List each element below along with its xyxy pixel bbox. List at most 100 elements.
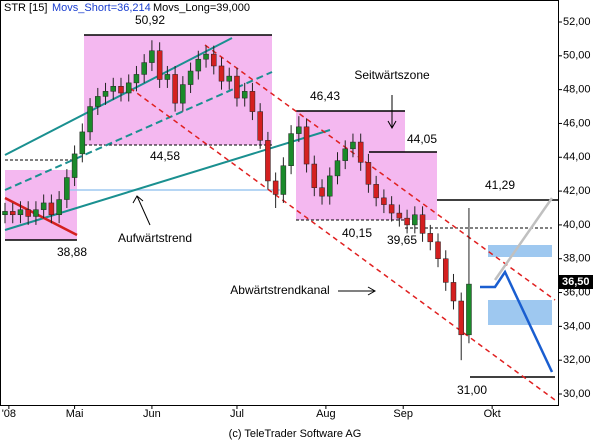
x-tick-label: Okt: [484, 408, 501, 420]
last-price-box: [559, 275, 593, 289]
candle-body: [442, 258, 449, 283]
y-tick-label: 44,00: [563, 151, 591, 163]
y-tick-label: 46,00: [563, 117, 591, 129]
candle-body: [195, 58, 202, 72]
y-tick-label: 36,00: [563, 286, 591, 298]
candle-body: [249, 91, 256, 112]
candle-body: [149, 50, 155, 63]
header-symbol: STR [15]: [4, 2, 47, 14]
candle-body: [280, 165, 287, 195]
candle-body: [125, 82, 132, 94]
candle-body: [211, 53, 217, 67]
candle-body: [87, 106, 93, 133]
forecast-down: [480, 269, 554, 373]
y-tick-label: 40,00: [563, 219, 591, 231]
candle-body: [412, 214, 418, 226]
candle-body: [2, 211, 8, 216]
candle-body: [272, 180, 279, 195]
candle-body: [296, 126, 302, 134]
annotation: Seitwärtszone: [354, 68, 430, 82]
candle-body: [56, 199, 62, 216]
y-tick-label: 30,00: [563, 388, 591, 400]
x-tick-label: Jun: [143, 408, 161, 420]
arrows: [132, 95, 397, 296]
annotation: Abwärtstrendkanal: [230, 283, 329, 297]
candle-body: [164, 74, 171, 80]
candle-body: [334, 160, 341, 177]
dashed-levels: [5, 144, 552, 229]
candle-body: [342, 148, 348, 161]
x-tick-label: Sep: [393, 408, 413, 420]
candle-body: [40, 202, 47, 210]
candle-body: [180, 84, 186, 104]
last-price: 36,50: [562, 276, 590, 288]
candle-body: [218, 65, 225, 82]
candle-body: [357, 141, 364, 163]
candle-body: [288, 133, 294, 166]
candle-body: [156, 50, 163, 80]
candle-body: [427, 233, 434, 243]
level-lines: [5, 34, 558, 378]
x-tick-label: Aug: [316, 408, 336, 420]
candle-body: [48, 202, 55, 216]
annotation: Aufwärtstrend: [118, 231, 192, 245]
candle-body: [64, 177, 70, 200]
footer: (c) TeleTrader Software AG: [229, 428, 362, 440]
candle-body: [33, 209, 39, 217]
header-short: Movs_Short=36,214: [52, 2, 151, 14]
candle-body: [203, 53, 209, 60]
header-long: Movs_Long=39,000: [153, 2, 250, 14]
annotation: 46,43: [310, 89, 340, 103]
candle-body: [265, 140, 271, 182]
candle-body: [79, 131, 86, 155]
candle-body: [172, 74, 178, 104]
candle-body: [396, 212, 403, 219]
y-tick-label: 42,00: [563, 185, 591, 197]
candle-body: [350, 141, 356, 150]
downtrend-channel: [129, 44, 556, 401]
candle-body: [381, 197, 387, 205]
candle-body: [141, 62, 147, 75]
candle-body: [95, 96, 101, 107]
candle-body: [365, 162, 372, 185]
candle-body: [327, 175, 333, 197]
candle-body: [241, 91, 248, 99]
candle-body: [17, 209, 24, 216]
annotation: 50,92: [135, 13, 165, 27]
annotation: 38,88: [57, 245, 87, 259]
y-tick-label: 52,00: [563, 16, 591, 28]
candle-body: [373, 184, 379, 199]
candle-body: [226, 75, 232, 82]
annotation: 39,65: [387, 233, 417, 247]
candle-body: [458, 300, 464, 336]
candle-body: [319, 187, 325, 197]
candle-body: [71, 153, 78, 178]
y-tick-label: 32,00: [563, 354, 591, 366]
annotation: 44,05: [407, 132, 437, 146]
candle-body: [257, 111, 263, 141]
candle-body: [303, 126, 310, 165]
candle-body: [450, 282, 457, 302]
y-tick-label: 50,00: [563, 50, 591, 62]
zones: [5, 35, 437, 240]
candle-body: [234, 75, 240, 99]
x-tick-label: Mai: [66, 408, 84, 420]
annotation: 44,58: [150, 149, 180, 163]
candle-body: [311, 163, 318, 188]
annotation: 41,29: [485, 178, 515, 192]
candle-body: [102, 91, 109, 97]
x-tick-label: Jul: [230, 408, 244, 420]
red-trend: [4, 196, 78, 237]
y-tick-label: 34,00: [563, 320, 591, 332]
target-zones: [488, 245, 552, 325]
candle-body: [118, 86, 124, 94]
forecast-up: [493, 197, 554, 281]
candle-body: [25, 209, 31, 217]
y-tick-label: 48,00: [563, 84, 591, 96]
candle-body: [388, 204, 395, 214]
candle-body: [466, 283, 472, 336]
candle-body: [133, 74, 140, 84]
annotation: 40,15: [342, 226, 372, 240]
candle-body: [9, 211, 16, 216]
y-tick-label: 38,00: [563, 253, 591, 265]
